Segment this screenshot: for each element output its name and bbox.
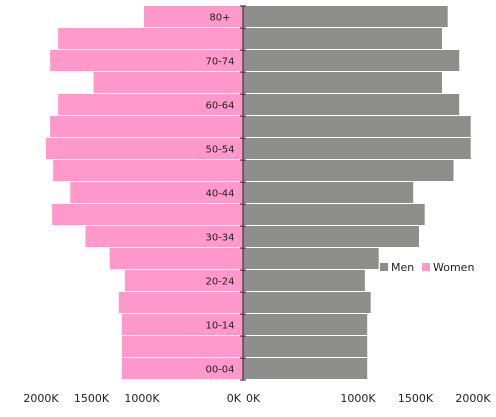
x-tick-label-left: 1000K [124, 392, 160, 405]
age-label: 50-54 [205, 145, 234, 156]
men-bars [243, 6, 471, 379]
age-label: 80+ [209, 13, 230, 24]
bar-men-50-54 [243, 138, 471, 159]
age-label: 60-64 [205, 101, 234, 112]
age-label: 00-04 [205, 365, 234, 376]
bar-women-50-54 [46, 138, 243, 159]
bar-men-00-04 [243, 358, 368, 379]
age-label: 30-34 [205, 233, 234, 244]
bar-men-10-14 [243, 314, 368, 335]
bar-women-65-69 [93, 72, 243, 93]
women-bars [46, 6, 244, 379]
x-tick-label-right: 1500K [398, 392, 434, 405]
age-label: 10-14 [205, 321, 234, 332]
bar-men-55-59 [243, 116, 471, 137]
x-tick-label-right: 0K [246, 392, 261, 405]
bar-men-75-79 [243, 28, 442, 49]
x-tick-label-right: 1000K [340, 392, 376, 405]
bar-men-05-09 [243, 336, 368, 357]
bar-women-25-29 [109, 248, 243, 269]
x-axis-tick-labels: 2000K 1500K 1000K 0K 0K 1000K 1500K 2000K [23, 392, 491, 405]
bar-men-65-69 [243, 72, 442, 93]
age-label: 40-44 [205, 189, 234, 200]
bar-men-15-19 [243, 292, 371, 313]
bar-men-25-29 [243, 248, 379, 269]
bar-women-40-44 [70, 182, 243, 203]
bar-men-30-34 [243, 226, 419, 247]
bar-men-45-49 [243, 160, 454, 181]
bar-men-80+ [243, 6, 448, 27]
bar-women-10-14 [121, 314, 243, 335]
bar-women-30-34 [85, 226, 244, 247]
bar-women-80+ [144, 6, 243, 27]
legend-label-men: Men [391, 261, 414, 274]
center-axis [240, 5, 246, 381]
x-tick-label-left: 0K [227, 392, 242, 405]
bar-men-70-74 [243, 50, 460, 71]
x-tick-label-right: 2000K [455, 392, 491, 405]
age-label: 20-24 [205, 277, 234, 288]
legend-label-women: Women [433, 261, 474, 274]
bar-women-15-19 [118, 292, 243, 313]
bar-women-05-09 [121, 336, 243, 357]
legend-swatch-men [380, 263, 388, 271]
bar-women-60-64 [58, 94, 244, 115]
x-tick-label-left: 1500K [74, 392, 110, 405]
bar-women-00-04 [121, 358, 243, 379]
bar-women-75-79 [58, 28, 244, 49]
age-label: 70-74 [205, 57, 234, 68]
bar-men-60-64 [243, 94, 460, 115]
bar-women-70-74 [50, 50, 243, 71]
bar-men-20-24 [243, 270, 365, 291]
bar-women-55-59 [50, 116, 243, 137]
x-tick-label-left: 2000K [23, 392, 59, 405]
legend-swatch-women [422, 263, 430, 271]
bar-women-45-49 [53, 160, 243, 181]
legend: Men Women [380, 261, 474, 274]
bar-women-20-24 [124, 270, 243, 291]
bar-women-35-39 [52, 204, 243, 225]
bar-men-35-39 [243, 204, 425, 225]
age-labels: 80+ 70-74 60-64 50-54 40-44 30-34 20-24 10-14 00… [205, 13, 234, 376]
bar-men-40-44 [243, 182, 414, 203]
